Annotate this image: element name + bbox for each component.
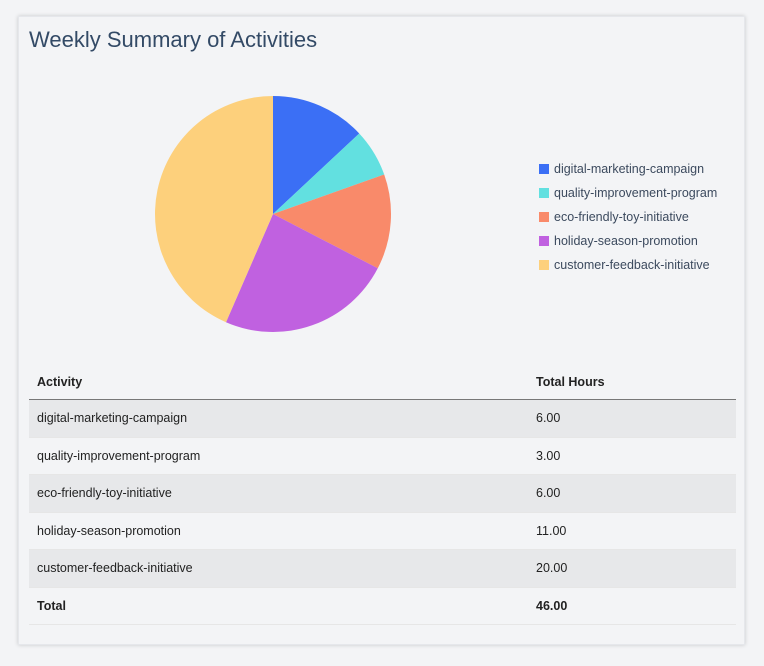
legend-swatch <box>539 164 549 174</box>
total-value: 46.00 <box>528 587 736 625</box>
legend-label: digital-marketing-campaign <box>554 162 705 176</box>
table-row: holiday-season-promotion 11.00 <box>29 512 736 550</box>
legend-item[interactable]: customer-feedback-initiative <box>539 253 717 277</box>
activity-cell: eco-friendly-toy-initiative <box>29 474 528 513</box>
pie-chart <box>155 96 391 332</box>
hours-cell: 6.00 <box>528 399 736 438</box>
hours-cell: 6.00 <box>528 474 736 513</box>
page-title: Weekly Summary of Activities <box>29 27 318 52</box>
legend-item[interactable]: holiday-season-promotion <box>539 229 717 253</box>
legend-swatch <box>539 260 549 270</box>
table-row: customer-feedback-initiative 20.00 <box>29 549 736 588</box>
legend-label: customer-feedback-initiative <box>554 258 710 272</box>
legend: digital-marketing-campaign quality-improv… <box>539 157 717 277</box>
hours-cell: 3.00 <box>528 437 736 475</box>
legend-label: quality-improvement-program <box>554 186 718 200</box>
pie-slice-digital-marketing-campaign[interactable] <box>273 96 360 214</box>
legend-item[interactable]: digital-marketing-campaign <box>539 157 717 181</box>
table-row: eco-friendly-toy-initiative 6.00 <box>29 474 736 513</box>
activity-cell: quality-improvement-program <box>29 437 528 475</box>
hours-cell: 11.00 <box>528 512 736 550</box>
legend-label: holiday-season-promotion <box>554 234 698 248</box>
activity-table: Activity Total Hours digital-marketing-c… <box>29 365 736 625</box>
pie-slice-eco-friendly-toy-initiative[interactable] <box>273 174 391 269</box>
pie-slice-quality-improvement-program[interactable] <box>273 133 385 214</box>
legend-item[interactable]: eco-friendly-toy-initiative <box>539 205 717 229</box>
total-label: Total <box>29 587 528 625</box>
total-row: Total 46.00 <box>29 587 736 625</box>
hours-cell: 20.00 <box>528 549 736 588</box>
activity-cell: customer-feedback-initiative <box>29 549 528 588</box>
table-row: digital-marketing-campaign 6.00 <box>29 399 736 438</box>
summary-card: Weekly Summary of Activities digital-mar… <box>18 16 745 645</box>
activity-cell: digital-marketing-campaign <box>29 399 528 438</box>
legend-swatch <box>539 236 549 246</box>
legend-item[interactable]: quality-improvement-program <box>539 181 717 205</box>
pie-slice-customer-feedback-initiative[interactable] <box>155 96 273 323</box>
header-total-hours: Total Hours <box>528 365 736 400</box>
legend-label: eco-friendly-toy-initiative <box>554 210 689 224</box>
table-row: quality-improvement-program 3.00 <box>29 437 736 475</box>
pie-slice-holiday-season-promotion[interactable] <box>225 214 378 332</box>
activity-cell: holiday-season-promotion <box>29 512 528 550</box>
header-activity: Activity <box>29 365 528 400</box>
legend-swatch <box>539 188 549 198</box>
legend-swatch <box>539 212 549 222</box>
table-header: Activity Total Hours <box>29 365 736 400</box>
